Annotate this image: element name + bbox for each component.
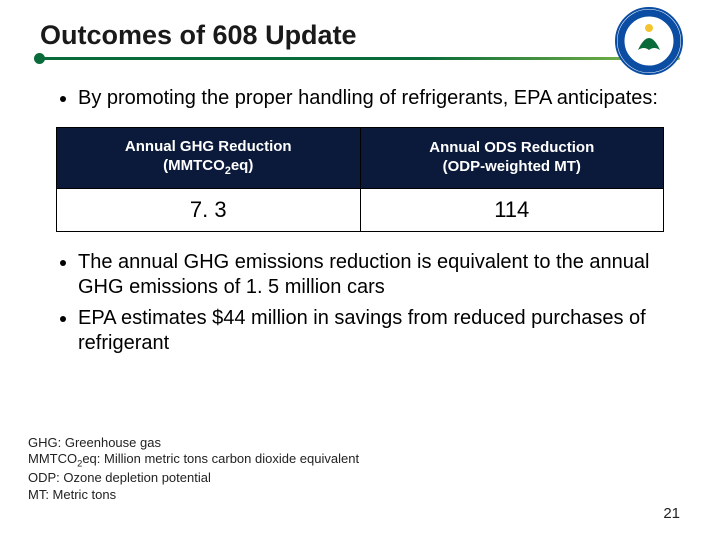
- intro-bullet-block: By promoting the proper handling of refr…: [56, 86, 664, 111]
- page-number: 21: [663, 505, 680, 522]
- ghg-header-line1: Annual GHG Reduction: [125, 138, 292, 155]
- ghg-value: 7. 3: [57, 189, 361, 232]
- ods-header-line2: (ODP-weighted MT): [443, 158, 581, 175]
- def-odp: ODP: Ozone depletion potential: [28, 470, 359, 487]
- ods-header-line1: Annual ODS Reduction: [429, 139, 594, 156]
- title-underline: [40, 57, 680, 60]
- after-bullet-1: The annual GHG emissions reduction is eq…: [78, 250, 664, 300]
- epa-logo-icon: [614, 6, 684, 76]
- table-header-row: Annual GHG Reduction (MMTCO2eq) Annual O…: [57, 128, 664, 189]
- ghg-header: Annual GHG Reduction (MMTCO2eq): [57, 128, 361, 189]
- after-bullet-block: The annual GHG emissions reduction is eq…: [56, 250, 664, 356]
- slide-content: By promoting the proper handling of refr…: [0, 68, 720, 356]
- def-mmtco2eq: MMTCO2eq: Million metric tons carbon dio…: [28, 451, 359, 470]
- ghg-header-line2-post: eq): [231, 157, 254, 174]
- def-ghg: GHG: Greenhouse gas: [28, 435, 359, 452]
- title-bar: Outcomes of 608 Update: [0, 0, 720, 68]
- definitions-block: GHG: Greenhouse gas MMTCO2eq: Million me…: [28, 435, 359, 504]
- reduction-table: Annual GHG Reduction (MMTCO2eq) Annual O…: [56, 127, 664, 232]
- table-value-row: 7. 3 114: [57, 189, 664, 232]
- ghg-header-line2-pre: (MMTCO: [163, 157, 225, 174]
- ods-value: 114: [360, 189, 664, 232]
- after-bullet-2: EPA estimates $44 million in savings fro…: [78, 306, 664, 356]
- ods-header: Annual ODS Reduction (ODP-weighted MT): [360, 128, 664, 189]
- intro-bullet: By promoting the proper handling of refr…: [78, 86, 664, 111]
- def-mt: MT: Metric tons: [28, 487, 359, 504]
- slide-title: Outcomes of 608 Update: [40, 20, 680, 51]
